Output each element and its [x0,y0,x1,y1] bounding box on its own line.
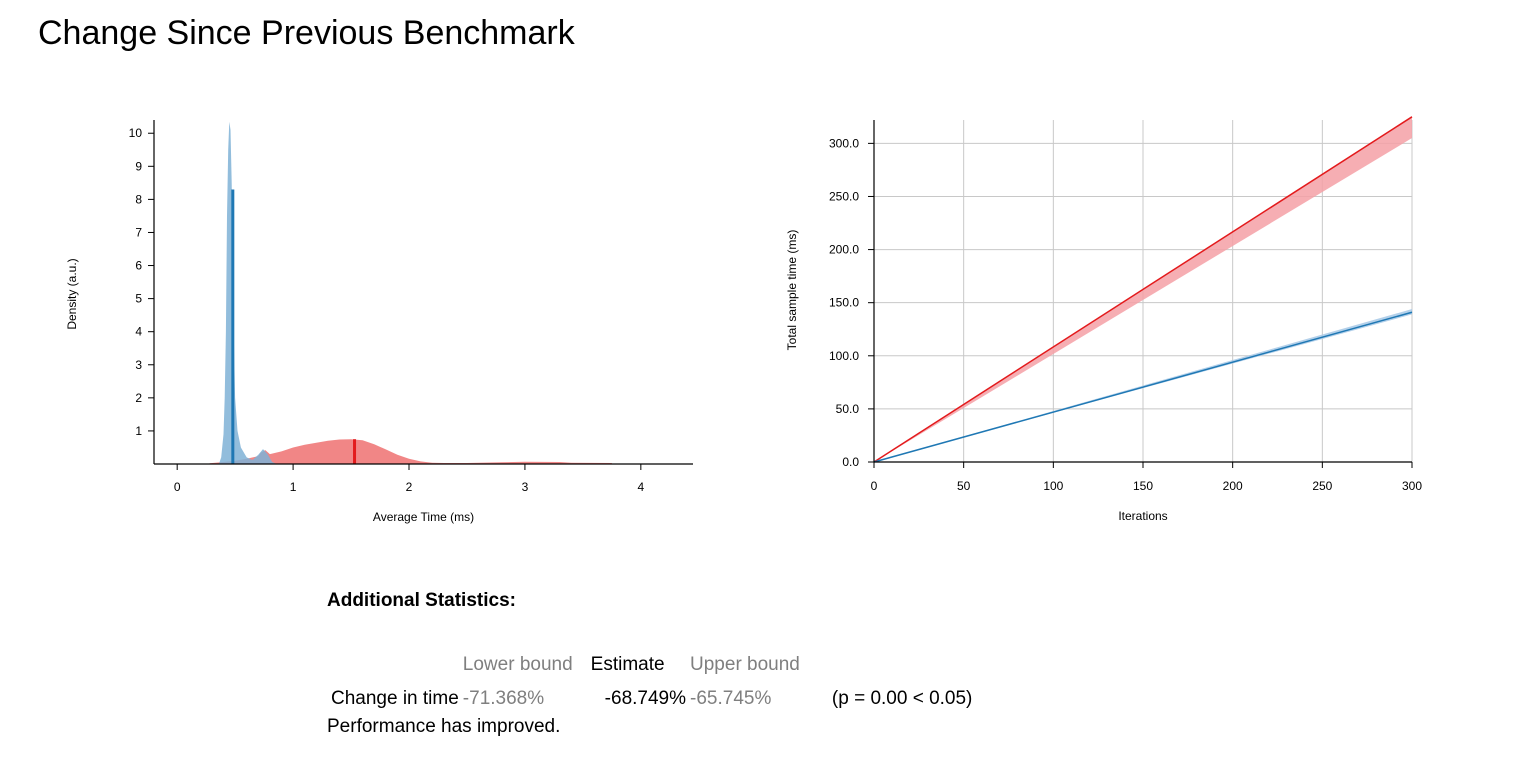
pdf-y-tick-label: 2 [135,391,142,405]
pdf-area-1 [218,121,277,464]
reg-y-tick-label: 300.0 [829,136,859,150]
reg-y-tick-label: 0.0 [842,455,859,469]
col-upper-bound: Upper bound [690,654,800,675]
pdf-y-axis-label: Density (a.u.) [65,258,79,329]
page-title: Change Since Previous Benchmark [38,14,575,52]
pdf-y-tick-label: 5 [135,292,142,306]
reg-x-tick-label: 150 [1133,479,1153,493]
stats-row-label-empty [327,648,461,682]
stats-header-row: Lower bound Estimate Upper bound [327,648,974,682]
pdf-y-tick-label: 10 [129,126,143,140]
pdf-y-tick-label: 6 [135,259,142,273]
pdf-x-tick-label: 3 [522,480,529,494]
upper-bound-value: -65.745% [690,688,772,709]
pdf-x-tick-label: 4 [637,480,644,494]
reg-x-axis-label: Iterations [1118,509,1167,523]
reg-x-tick-label: 250 [1312,479,1332,493]
p-value: (p = 0.00 < 0.05) [831,688,973,709]
col-lower-bound: Lower bound [462,654,573,675]
pdf-chart: 0 1 2 3 4 1 2 3 4 5 6 7 8 9 10 Average Time (ms) Density… [65,120,693,524]
pdf-y-tick-label: 4 [135,325,142,339]
pdf-x-tick-label: 1 [290,480,297,494]
change-in-time-label: Change in time [331,688,459,709]
pdf-y-tick-label: 8 [135,192,142,206]
col-p-empty [802,648,975,682]
stats-heading: Additional Statistics: [327,590,516,611]
reg-confidence-band-1 [874,309,1412,462]
reg-y-tick-label: 50.0 [836,402,860,416]
reg-line-1 [873,311,1413,463]
col-estimate: Estimate [590,654,665,675]
reg-y-tick-label: 200.0 [829,243,859,257]
pdf-y-tick-label: 3 [135,358,142,372]
pdf-y-tick-label: 1 [135,424,142,438]
reg-x-tick-label: 100 [1043,479,1063,493]
reg-y-tick-label: 150.0 [829,296,859,310]
reg-x-tick-label: 0 [871,479,878,493]
regression-chart: 0 50 100 150 200 250 300 0.0 50.0 100.0 150.0 200.0… [785,116,1422,523]
verdict-text: Performance has improved. [327,716,561,737]
reg-y-tick-label: 250.0 [829,189,859,203]
pdf-y-tick-label: 9 [135,159,142,173]
lower-bound-value: -71.368% [462,688,545,709]
reg-x-tick-label: 200 [1223,479,1243,493]
reg-line-0 [873,116,1413,463]
reg-x-tick-label: 300 [1402,479,1422,493]
reg-y-tick-label: 100.0 [829,349,859,363]
pdf-y-tick-label: 7 [135,225,142,239]
pdf-x-axis-label: Average Time (ms) [373,510,474,524]
reg-y-axis-label: Total sample time (ms) [785,230,799,351]
stats-change-row: Change in time -71.368% -68.749% -65.745… [327,682,974,716]
estimate-value: -68.749% [604,688,687,709]
pdf-x-tick-label: 0 [174,480,181,494]
stats-table: Lower bound Estimate Upper bound Change … [327,648,974,716]
reg-x-tick-label: 50 [957,479,971,493]
pdf-area-0 [209,439,612,464]
pdf-x-tick-label: 2 [406,480,413,494]
